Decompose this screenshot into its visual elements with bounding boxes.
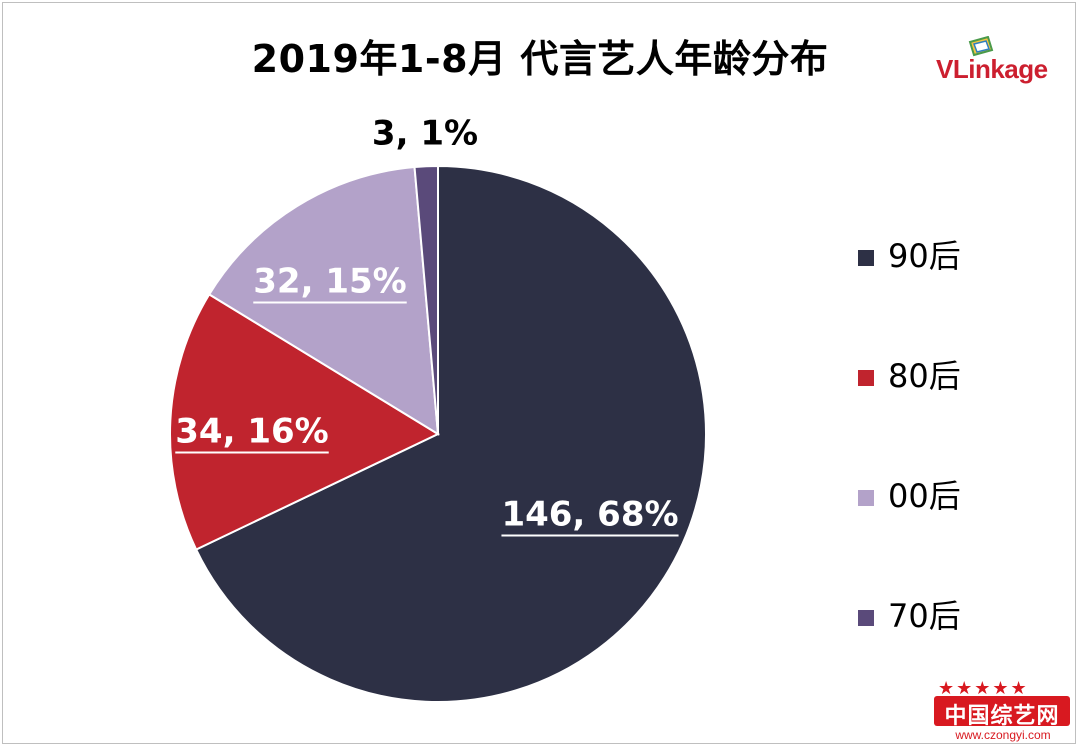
legend-label-1: 90后 [888,237,961,275]
watermark-text: 中国综艺网 [944,704,1060,729]
data-label-4: 3, 1% [372,114,478,154]
vlinkage-logo-mark-icon [968,35,994,62]
watermark: ★★★★★ 中国综艺网 www.czongyi.com [930,676,1076,744]
data-label-2: 34, 16% [175,412,328,452]
chart-title: 2019年1-8月 代言艺人年龄分布 [251,37,829,81]
legend-label-2: 80后 [888,357,961,395]
pie-slice-1 [194,164,707,703]
legend-swatch-4 [858,610,874,626]
legend-swatch-2 [858,370,874,386]
vlinkage-logo-text: VLinkage [936,54,1048,84]
pie-slice-3 [207,165,440,436]
pie-slice-4 [413,164,439,435]
legend-label-3: 00后 [888,477,961,515]
pie-slice-2 [169,293,441,551]
legend-swatch-3 [858,490,874,506]
watermark-stars: ★★★★★ [938,678,1029,699]
data-label-3: 32, 15% [253,262,406,302]
watermark-badge [934,696,1070,726]
legend-swatch-1 [858,250,874,266]
legend-label-4: 70后 [888,597,961,635]
data-label-1: 146, 68% [501,495,678,535]
watermark-url: www.czongyi.com [955,728,1051,742]
vlinkage-logo: VLinkage [936,35,1076,86]
